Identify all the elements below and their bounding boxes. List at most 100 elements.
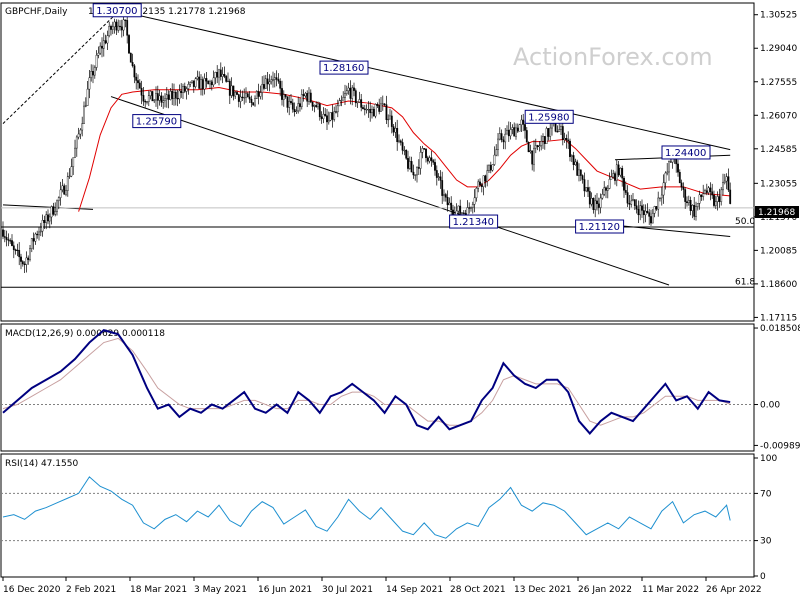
candle-body xyxy=(531,150,534,165)
candle-body xyxy=(245,93,247,98)
candle-body xyxy=(182,86,184,94)
candle-body xyxy=(471,204,474,208)
candle-body xyxy=(482,175,485,187)
candle-body xyxy=(281,88,283,100)
candle-body xyxy=(243,97,246,99)
candle-body xyxy=(304,93,307,97)
candle-body xyxy=(299,103,301,107)
candle-body xyxy=(138,82,141,89)
candle-body xyxy=(39,230,42,233)
x-tick-label: 26 Apr 2022 xyxy=(706,585,762,595)
price-annotation-label: 1.21340 xyxy=(453,217,494,228)
candle-body xyxy=(543,136,546,144)
candle-body xyxy=(588,191,591,205)
candle-body xyxy=(317,103,319,108)
x-tick-label: 16 Jun 2021 xyxy=(258,585,312,595)
candle-body xyxy=(180,90,183,94)
candle-body xyxy=(313,105,316,107)
candle-body xyxy=(369,108,372,114)
candle-body xyxy=(687,200,690,204)
candle-body xyxy=(461,212,463,214)
candle-body xyxy=(399,140,402,143)
candle-body xyxy=(126,20,129,36)
candle-body xyxy=(151,91,154,102)
price-annotation-label: 1.25790 xyxy=(136,117,177,128)
candle-body xyxy=(500,133,503,141)
candle-body xyxy=(650,216,652,224)
candle-body xyxy=(209,81,211,85)
candle-body xyxy=(189,82,192,85)
candle-body xyxy=(227,80,229,83)
candle-body xyxy=(439,176,442,181)
candle-body xyxy=(412,171,415,176)
candle-body xyxy=(104,40,107,44)
candle-body xyxy=(450,202,453,211)
candle-body xyxy=(599,197,602,208)
price-candles xyxy=(2,11,732,274)
candle-body xyxy=(430,157,433,161)
price-panel xyxy=(0,2,755,322)
candle-body xyxy=(621,168,624,179)
candle-body xyxy=(47,214,49,222)
candle-body xyxy=(68,175,71,178)
candle-body xyxy=(511,127,514,130)
candle-body xyxy=(533,147,535,165)
price-annotation-box xyxy=(661,145,711,160)
candle-body xyxy=(648,212,651,217)
candle-body xyxy=(691,205,694,211)
candle-body xyxy=(417,167,420,169)
candle-body xyxy=(61,185,64,191)
candle-body xyxy=(524,124,526,131)
candle-body xyxy=(230,85,233,96)
candle-body xyxy=(367,108,370,111)
candle-body xyxy=(396,128,399,143)
candle-body xyxy=(651,212,654,224)
candle-body xyxy=(320,116,323,119)
candle-body xyxy=(25,257,28,265)
candle-body xyxy=(88,77,91,90)
candle-body xyxy=(300,94,303,107)
candle-body xyxy=(101,45,103,49)
candle-body xyxy=(110,25,112,30)
candle-body xyxy=(207,80,210,85)
candle-body xyxy=(596,200,598,205)
candle-body xyxy=(729,189,732,204)
candle-body xyxy=(617,164,620,176)
candle-body xyxy=(228,80,231,96)
candle-body xyxy=(722,182,724,191)
candle-body xyxy=(664,172,667,184)
candle-body xyxy=(666,171,669,174)
candle-body xyxy=(641,205,643,211)
candle-body xyxy=(489,164,492,171)
candle-body xyxy=(398,140,400,143)
x-tick-label: 26 Jan 2022 xyxy=(578,585,632,595)
price-tick-label: 1.27555 xyxy=(760,78,797,88)
candle-body xyxy=(704,190,706,194)
candle-body xyxy=(261,84,264,93)
price-tick-label: 1.18600 xyxy=(760,280,797,290)
candle-body xyxy=(74,147,76,158)
candle-body xyxy=(29,248,31,260)
candle-body xyxy=(52,206,55,215)
candle-body xyxy=(542,136,544,142)
candle-body xyxy=(363,108,366,110)
candle-body xyxy=(284,94,287,97)
candle-body xyxy=(493,154,496,165)
candle-body xyxy=(545,128,548,144)
price-annotation-label: 1.28160 xyxy=(323,63,364,74)
candle-body xyxy=(707,187,710,193)
candle-body xyxy=(200,79,202,89)
candle-body xyxy=(444,194,447,198)
candle-body xyxy=(394,128,397,133)
candle-body xyxy=(637,208,640,216)
candle-body xyxy=(270,79,273,83)
candle-body xyxy=(147,95,150,102)
candle-body xyxy=(414,174,417,176)
candle-body xyxy=(561,126,564,140)
candle-body xyxy=(212,77,215,86)
candle-body xyxy=(518,124,521,132)
candle-body xyxy=(448,202,451,206)
candle-body xyxy=(295,110,298,113)
candle-body xyxy=(657,197,660,210)
candle-body xyxy=(115,21,118,31)
